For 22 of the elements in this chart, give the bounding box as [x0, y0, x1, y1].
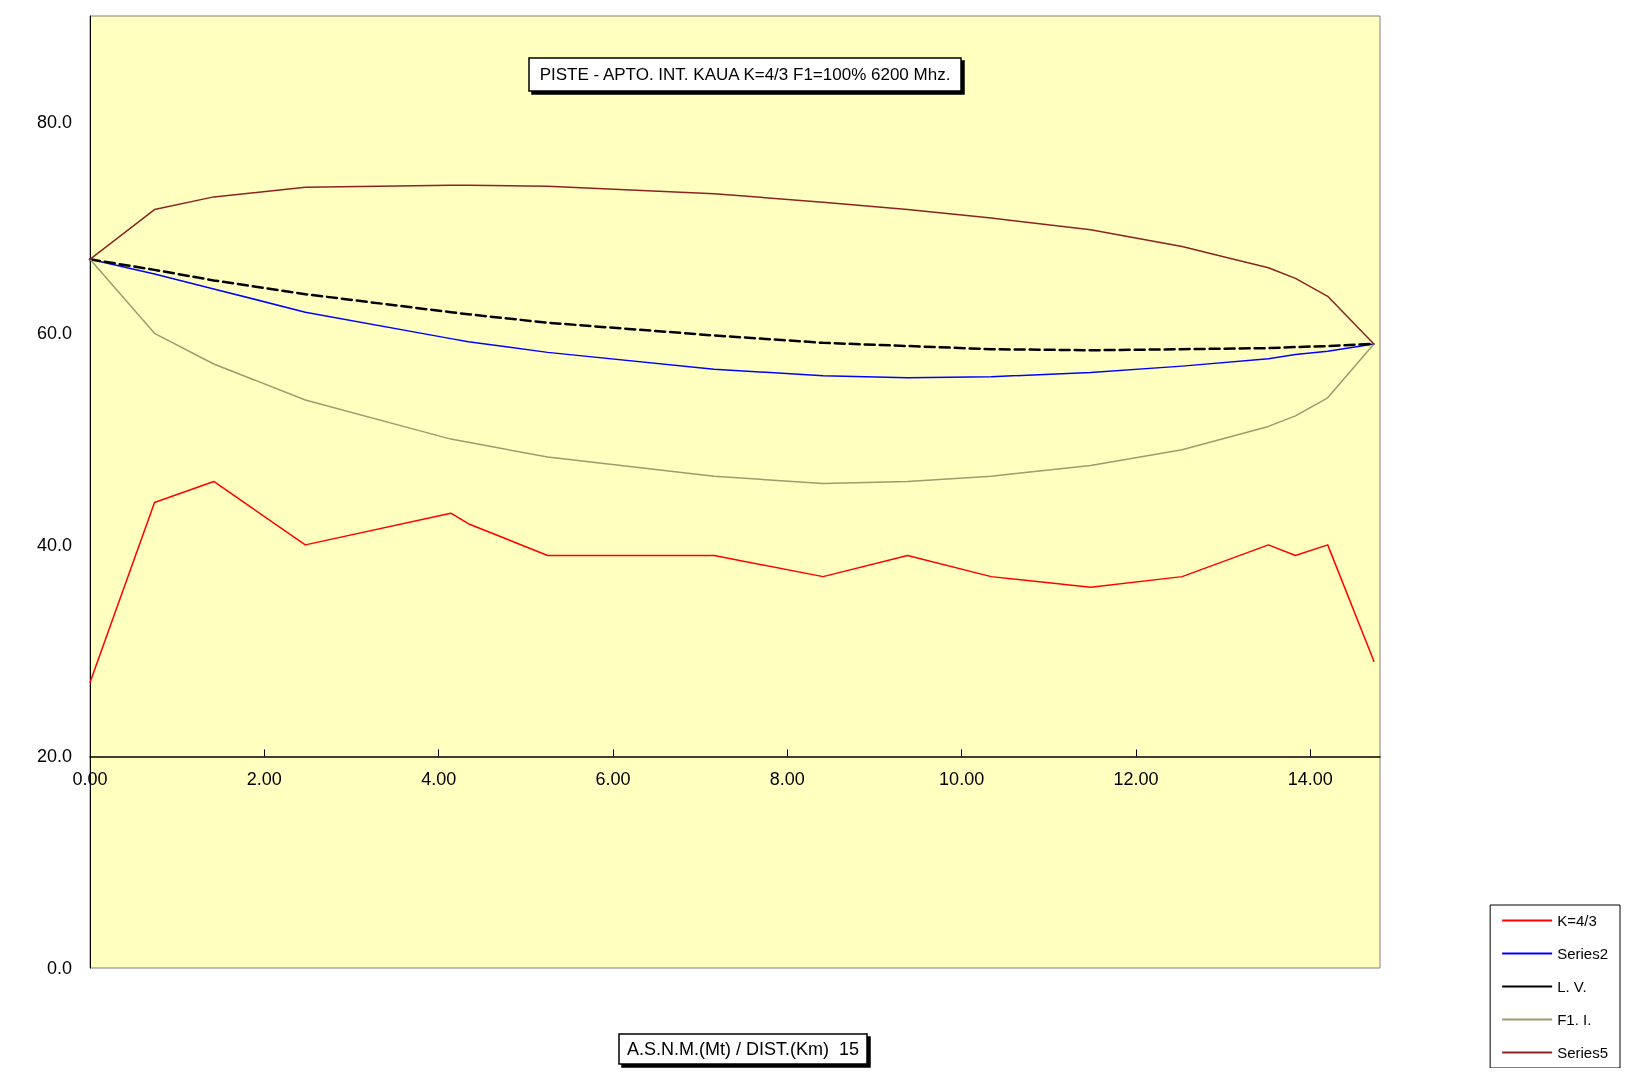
- text: PISTE - APTO. INT. KAUA K=4/3 F1=100% 6200 Mhz.: [539, 65, 951, 84]
- x-axis-title: A.S.N.M.(Mt) / DIST.(Km) 15: [626, 1039, 860, 1059]
- x-tick-label: 14.00: [1287, 769, 1333, 790]
- y-tick-label: 80.0: [36, 111, 72, 132]
- legend-label: F1. I.: [1557, 1011, 1592, 1028]
- x-tick-label: 10.00: [939, 769, 985, 790]
- y-tick-label: 60.0: [36, 323, 72, 344]
- line-series: [89, 480, 1375, 684]
- legend-label: Series2: [1557, 945, 1608, 962]
- y-tick-label: 40.0: [36, 534, 72, 555]
- legend-label: Series5: [1557, 1044, 1608, 1061]
- line-series: [89, 258, 1375, 485]
- x-tick-label: 4.00: [421, 769, 457, 790]
- y-tick-label: 0.0: [46, 958, 72, 978]
- legend-label: L. V.: [1557, 978, 1587, 995]
- x-tick-label: 2.00: [246, 769, 282, 790]
- x-tick-label: 6.00: [595, 769, 631, 790]
- legend-label: K=4/3: [1557, 912, 1597, 929]
- x-tick-label: 8.00: [769, 769, 805, 790]
- line-series: [89, 184, 1375, 345]
- y-tick-label: 20.0: [36, 746, 72, 767]
- x-tick-label: 12.00: [1113, 769, 1159, 790]
